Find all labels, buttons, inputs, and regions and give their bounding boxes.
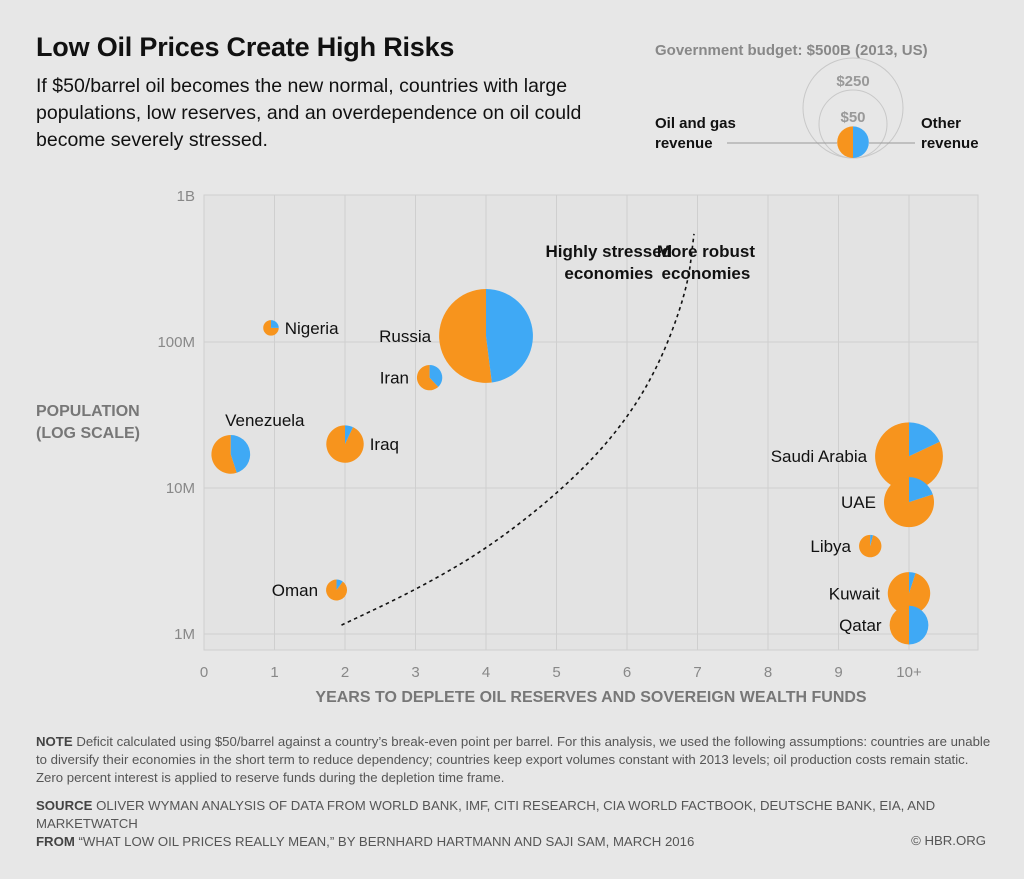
y-tick-label: 1B: [177, 188, 195, 205]
country-label: UAE: [841, 493, 876, 512]
country-pie-other-slice: [870, 534, 874, 547]
source: SOURCE Oliver Wyman analysis of data fro…: [36, 797, 996, 833]
country-pie-oil-slice: [211, 434, 237, 474]
legend-pie-other-slice: [853, 126, 869, 158]
y-axis-ticks: 1M 10M 100M 1B: [157, 188, 195, 643]
page-subtitle: If $50/barrel oil becomes the new normal…: [36, 75, 582, 151]
country-pie-oil-slice: [889, 605, 909, 645]
y-tick-label: 10M: [166, 480, 195, 497]
country-label: Iraq: [370, 435, 399, 454]
page-title: Low Oil Prices Create High Risks: [36, 32, 455, 62]
y-axis-label-line2: (LOG SCALE): [36, 425, 140, 442]
x-axis-label: YEARS TO DEPLETE OIL RESERVES AND SOVERE…: [315, 689, 867, 706]
country-pie-oil-slice: [326, 425, 364, 463]
note: NOTE Deficit calculated using $50/barrel…: [36, 733, 996, 787]
country-label: Saudi Arabia: [771, 447, 868, 466]
country-pie-other-slice: [270, 320, 279, 328]
country-pie-other-slice: [345, 425, 353, 445]
country-label: Oman: [272, 581, 318, 600]
from-text: “What Low Oil Prices Really Mean,” by Be…: [78, 834, 695, 849]
country-pie-oil-slice: [887, 572, 931, 615]
legend-other-label-2: revenue: [921, 135, 979, 152]
country-bubble-uae: UAE: [841, 477, 935, 528]
divider-label-right-1: More robust: [657, 242, 756, 261]
country-label: Qatar: [839, 616, 882, 635]
country-pie-oil-slice: [875, 422, 943, 491]
country-bubble-qatar: Qatar: [839, 605, 929, 645]
x-axis-ticks: 0 1 2 3 4 5 6 7 8 9 10+: [200, 664, 922, 681]
country-pie-other-slice: [230, 434, 251, 473]
credit: © HBR.ORG: [911, 833, 986, 848]
legend-size-250: $250: [836, 73, 869, 90]
country-label: Iran: [380, 369, 409, 388]
country-bubble-kuwait: Kuwait: [829, 572, 931, 615]
from: FROM “What Low Oil Prices Really Mean,” …: [36, 833, 996, 851]
country-bubble-saudi-arabia: Saudi Arabia: [771, 422, 943, 491]
legend-size-50: $50: [840, 109, 865, 126]
country-pie-other-slice: [909, 477, 933, 503]
country-bubble-nigeria: Nigeria: [263, 319, 339, 338]
country-pie-other-slice: [336, 579, 343, 591]
legend-oil-label-2: revenue: [655, 135, 713, 152]
x-tick-label: 4: [482, 664, 490, 681]
divider-label-left-2: economies: [564, 264, 653, 283]
country-label: Kuwait: [829, 584, 880, 603]
country-pie-other-slice: [909, 605, 929, 645]
country-pie-other-slice: [909, 572, 916, 594]
country-pie-oil-slice: [439, 289, 492, 383]
country-bubble-iraq: Iraq: [326, 425, 399, 463]
x-tick-label: 0: [200, 664, 208, 681]
country-bubble-venezuela: Venezuela: [211, 411, 305, 474]
country-label: Nigeria: [285, 319, 339, 338]
source-text: Oliver Wyman analysis of data from World…: [36, 798, 936, 831]
country-pie-oil-slice: [859, 534, 882, 558]
x-tick-label: 1: [270, 664, 278, 681]
country-bubble-libya: Libya: [810, 534, 882, 558]
y-tick-label: 1M: [174, 626, 195, 643]
x-tick-label: 6: [623, 664, 631, 681]
x-tick-label: 9: [834, 664, 842, 681]
x-tick-label: 2: [341, 664, 349, 681]
divider-label-left-1: Highly stressed: [545, 242, 672, 261]
legend-title: Government budget: $500B (2013, US): [655, 42, 928, 59]
note-text: Deficit calculated using $50/barrel agai…: [36, 734, 991, 785]
country-label: Russia: [379, 327, 432, 346]
country-bubbles: Nigeria Russia Iran Venezuela Iraq Oman Saudi …: [211, 289, 943, 645]
country-pie-other-slice: [909, 422, 940, 457]
country-pie-oil-slice: [416, 364, 439, 391]
country-pie-oil-slice: [326, 579, 348, 601]
country-bubble-iran: Iran: [380, 364, 443, 391]
plot-area: [203, 194, 979, 651]
legend: Government budget: $500B (2013, US) $250…: [655, 42, 979, 159]
legend-pie-oil-slice: [837, 126, 853, 158]
x-tick-label: 3: [411, 664, 419, 681]
divider-label-right-2: economies: [662, 264, 751, 283]
legend-oil-label-1: Oil and gas: [655, 115, 736, 132]
x-tick-label: 10+: [896, 664, 922, 681]
divider-curve: [341, 233, 695, 626]
country-bubble-oman: Oman: [272, 579, 348, 601]
x-tick-label: 7: [693, 664, 701, 681]
country-pie-oil-slice: [263, 320, 279, 336]
country-pie-oil-slice: [884, 477, 935, 528]
country-label: Libya: [810, 537, 851, 556]
y-axis-label-line1: POPULATION: [36, 403, 140, 420]
y-tick-label: 100M: [157, 334, 195, 351]
x-tick-label: 5: [552, 664, 560, 681]
country-pie-other-slice: [429, 364, 443, 387]
country-pie-other-slice: [486, 289, 533, 383]
legend-other-label-1: Other: [921, 115, 961, 132]
from-label: FROM: [36, 834, 75, 849]
note-label: NOTE: [36, 734, 73, 749]
source-label: SOURCE: [36, 798, 93, 813]
country-bubble-russia: Russia: [379, 289, 533, 383]
x-tick-label: 8: [764, 664, 772, 681]
country-label: Venezuela: [225, 411, 305, 430]
